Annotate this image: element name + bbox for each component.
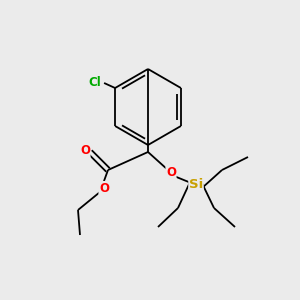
Text: O: O bbox=[80, 145, 90, 158]
Text: Cl: Cl bbox=[89, 76, 101, 89]
Text: O: O bbox=[99, 182, 109, 194]
Text: Si: Si bbox=[189, 178, 203, 191]
Text: O: O bbox=[166, 167, 176, 179]
